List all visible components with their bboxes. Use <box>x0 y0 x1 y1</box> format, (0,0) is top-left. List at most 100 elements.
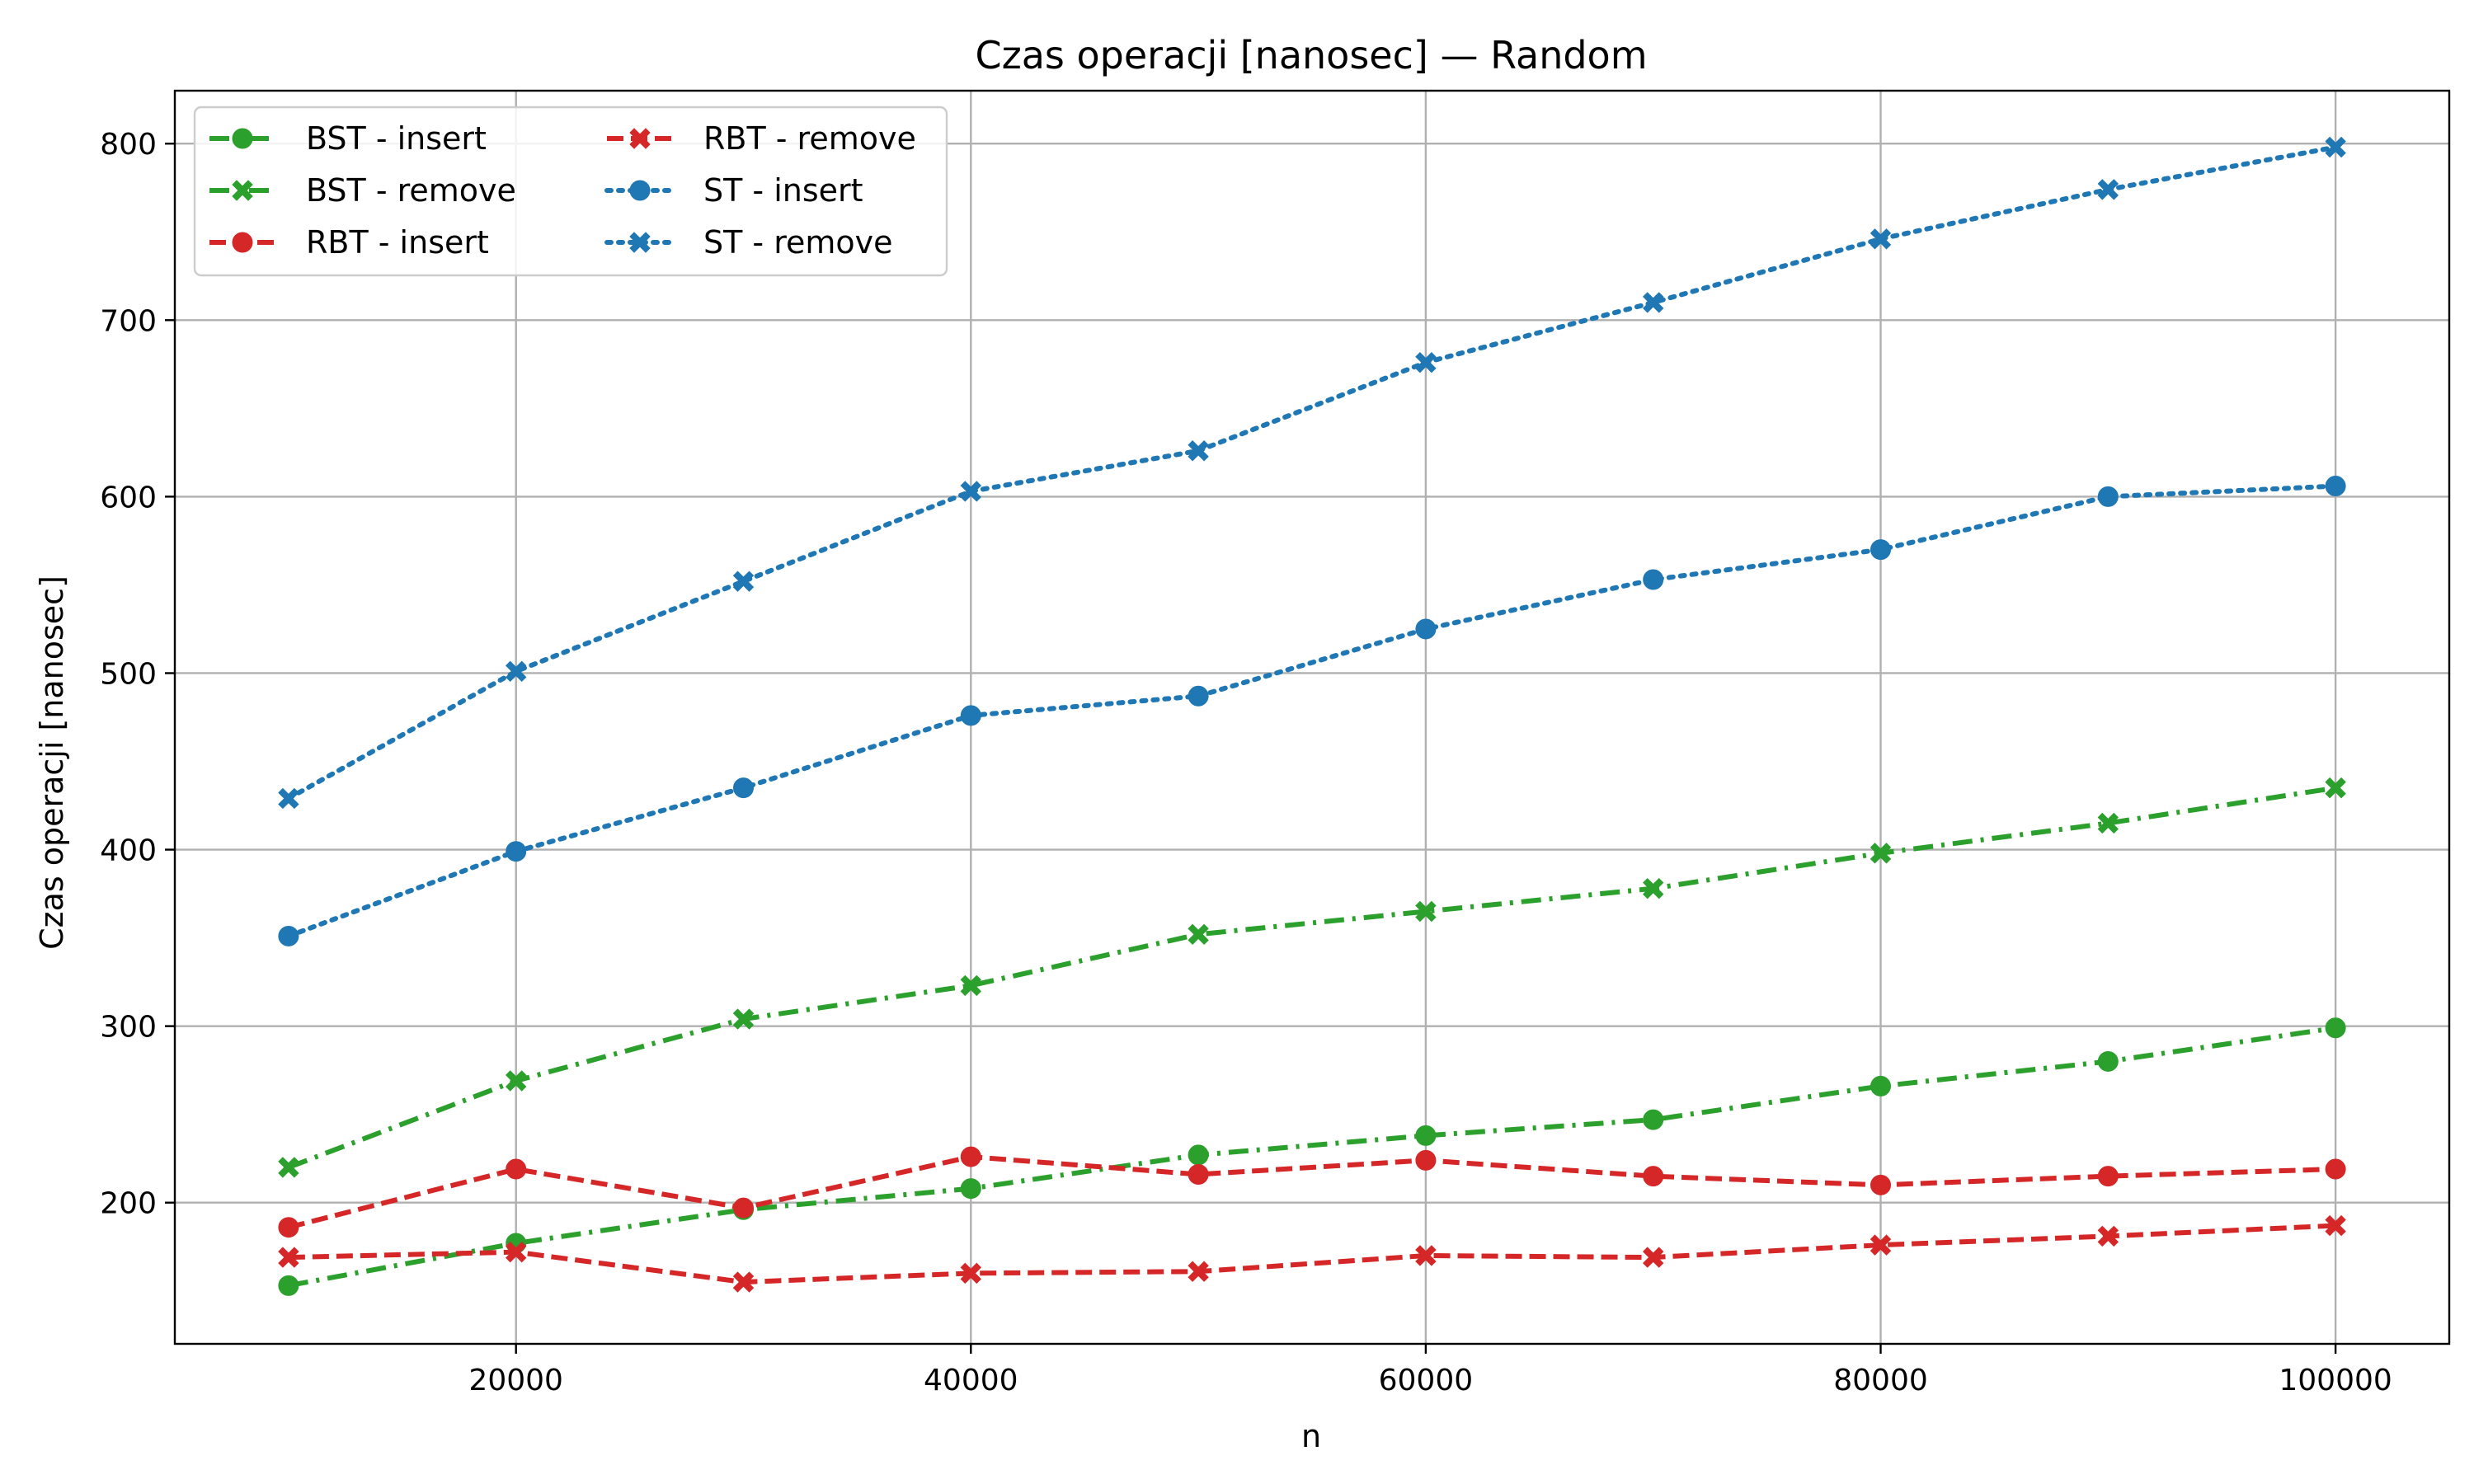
data-point <box>1870 843 1892 864</box>
data-point <box>2097 1166 2119 1187</box>
legend-label: ST - remove <box>703 224 893 261</box>
data-point <box>2325 476 2346 497</box>
legend-marker <box>232 180 253 201</box>
data-point <box>1870 1075 1891 1097</box>
legend-box <box>193 106 948 277</box>
data-point <box>505 1241 527 1263</box>
data-point <box>2325 1017 2346 1039</box>
data-point <box>278 925 299 946</box>
legend-label: RBT - insert <box>306 224 489 261</box>
chart-title: Czas operacji [nanosec] — Random <box>975 33 1647 77</box>
x-tick-label: 80000 <box>1833 1364 1928 1397</box>
data-point <box>1415 1245 1437 1266</box>
data-point <box>1188 923 1209 946</box>
legend-marker <box>232 128 253 149</box>
series-rbt-insert <box>278 1146 2346 1238</box>
data-point <box>506 1158 527 1180</box>
data-point <box>732 571 755 592</box>
series-st-remove <box>278 136 2346 810</box>
data-point <box>2097 812 2119 834</box>
data-point <box>1870 1174 1891 1195</box>
data-point <box>2097 486 2119 507</box>
data-point <box>1188 685 1209 707</box>
plot-frame <box>173 89 2451 1345</box>
data-point <box>1870 539 1891 561</box>
legend-marker <box>629 128 651 149</box>
series-line <box>285 483 2339 939</box>
legend-entry: RBT - remove <box>607 120 916 157</box>
data-point <box>2325 777 2346 799</box>
data-point <box>1188 440 1209 462</box>
data-point <box>960 705 981 726</box>
data-point <box>1643 1109 1664 1130</box>
data-point <box>506 841 527 862</box>
data-point <box>278 1157 299 1178</box>
data-point <box>1870 228 1892 250</box>
data-point <box>2325 1214 2346 1237</box>
x-tick-label: 20000 <box>468 1364 563 1397</box>
series-layer <box>278 136 2346 1296</box>
data-point <box>732 1008 755 1030</box>
data-point <box>1415 1149 1437 1171</box>
data-point <box>278 1247 299 1268</box>
data-point <box>2097 1225 2119 1247</box>
series-bst-remove <box>278 777 2346 1178</box>
data-point <box>2325 1158 2346 1180</box>
data-point <box>1870 1234 1892 1256</box>
legend-label: BST - remove <box>306 172 516 209</box>
data-point <box>1642 292 1664 313</box>
legend-marker <box>232 232 253 253</box>
series-line <box>287 785 2336 1170</box>
legend-entry: ST - insert <box>604 172 863 209</box>
x-tick-label: 40000 <box>924 1364 1018 1397</box>
legend-entry: BST - insert <box>209 120 487 157</box>
x-tick-label: 60000 <box>1379 1364 1474 1397</box>
series-st-insert <box>278 476 2346 946</box>
legend-entry: RBT - insert <box>209 224 489 261</box>
series-line <box>285 144 2339 801</box>
data-point <box>733 1197 754 1219</box>
data-point <box>2097 179 2119 200</box>
y-tick-label: 600 <box>100 481 157 514</box>
legend-label: RBT - remove <box>703 120 916 157</box>
data-point <box>278 1217 299 1238</box>
data-point <box>1415 1125 1437 1146</box>
x-tick-label: 100000 <box>2279 1364 2392 1397</box>
data-point <box>1188 1144 1209 1166</box>
axis-ticks: 20000 40000 60000 80000 100000 200 300 400 500 60… <box>100 128 2392 1397</box>
y-tick-label: 500 <box>100 657 157 691</box>
series-line <box>288 1025 2336 1289</box>
y-axis-label: Czas operacji [nanosec] <box>34 575 70 950</box>
data-point <box>2325 136 2346 158</box>
data-point <box>733 777 754 799</box>
data-point <box>1415 351 1437 373</box>
y-tick-label: 700 <box>100 304 157 338</box>
y-tick-label: 400 <box>100 834 157 868</box>
series-line <box>288 1154 2336 1230</box>
y-tick-label: 300 <box>100 1011 157 1045</box>
data-point <box>1415 618 1437 640</box>
legend: BST - insert BST - remove RBT - insert RBT … <box>193 106 948 277</box>
data-point <box>960 1178 981 1200</box>
data-point <box>1188 1261 1209 1282</box>
data-point <box>732 1271 755 1293</box>
legend-label: ST - insert <box>703 172 863 209</box>
data-point <box>1415 900 1437 923</box>
y-tick-label: 200 <box>100 1187 157 1221</box>
series-rbt-remove <box>278 1214 2346 1293</box>
data-point <box>960 1146 981 1167</box>
data-point <box>960 1262 982 1284</box>
series-line <box>288 1223 2336 1285</box>
data-point <box>278 787 299 810</box>
legend-label: BST - insert <box>306 120 487 157</box>
data-point <box>1642 877 1664 899</box>
data-point <box>960 481 982 502</box>
data-point <box>960 974 982 997</box>
data-point <box>1643 1166 1664 1187</box>
y-tick-label: 800 <box>100 128 157 162</box>
data-point <box>505 660 527 683</box>
data-point <box>1642 1247 1664 1268</box>
legend-marker <box>629 232 651 253</box>
